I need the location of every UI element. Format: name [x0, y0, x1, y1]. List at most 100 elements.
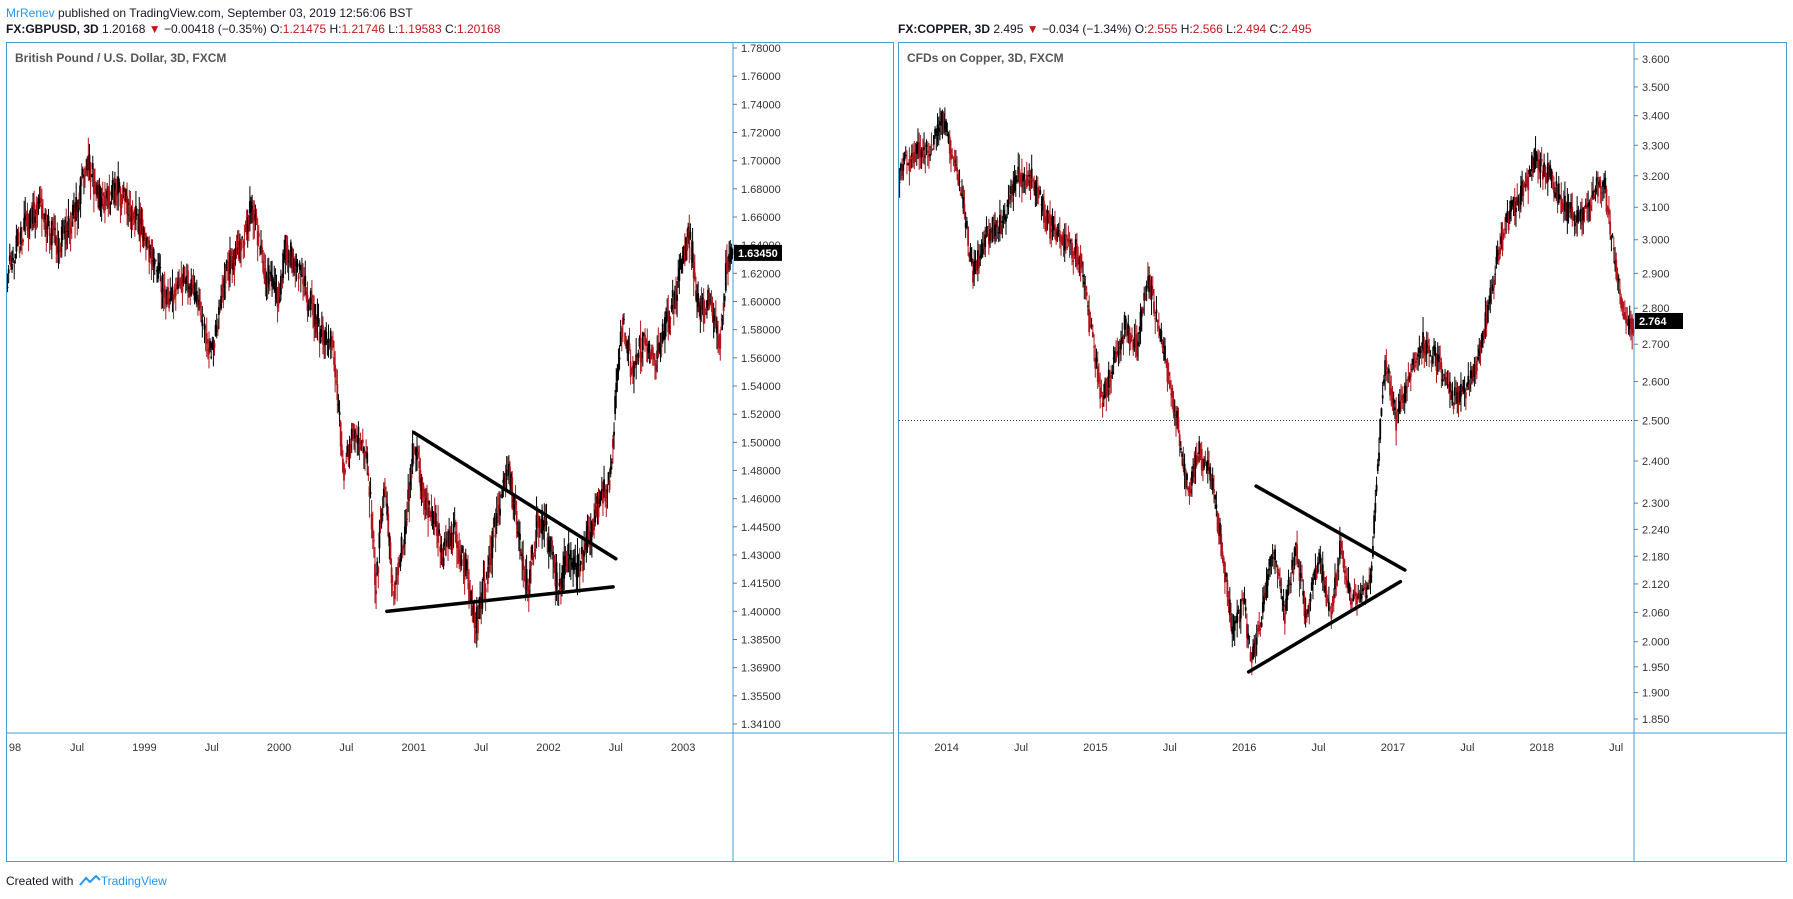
- symbol-left[interactable]: FX:GBPUSD, 3D: [6, 22, 99, 36]
- candle-body: [997, 232, 1000, 234]
- y-tick-label: 1.60000: [741, 297, 781, 309]
- y-tick-label: 1.43000: [741, 550, 781, 562]
- candle-body: [347, 452, 350, 461]
- candle-body: [1579, 209, 1582, 223]
- candle-body: [1323, 580, 1325, 592]
- chart-canvas-copper[interactable]: 3.600 3.500 3.400 3.300 3.200 3.100 3.000 2.900…: [899, 43, 1786, 861]
- candle-body: [1171, 387, 1174, 398]
- symbol-right[interactable]: FX:COPPER, 3D: [898, 22, 991, 36]
- candle-body: [305, 291, 308, 299]
- author-link[interactable]: MrRenev: [6, 6, 55, 20]
- candle-body: [697, 293, 700, 307]
- candle-body: [353, 424, 355, 440]
- candle-body: [1183, 463, 1186, 476]
- candle-body: [33, 202, 36, 226]
- candle-body: [229, 253, 231, 274]
- candle-body: [1438, 354, 1440, 362]
- candle-body: [1533, 149, 1536, 172]
- candle-body: [1139, 311, 1142, 331]
- candle-body: [587, 530, 590, 542]
- low-value-right: 2.494: [1236, 22, 1267, 36]
- candle-body: [243, 241, 246, 245]
- candle-body: [171, 286, 174, 299]
- chart-panel-gbpusd[interactable]: 1.78000 1.76000 1.74000 1.72000 1.70000 1.680…: [6, 42, 894, 862]
- candle-body: [1293, 547, 1296, 566]
- candle-body: [991, 217, 994, 234]
- candle-body: [325, 332, 328, 340]
- candle-body: [1488, 301, 1490, 305]
- candle-body: [1500, 236, 1503, 245]
- chart-panel-copper[interactable]: 3.600 3.500 3.400 3.300 3.200 3.100 3.000 2.900…: [898, 42, 1787, 862]
- candle-body: [354, 430, 356, 438]
- candle-body: [952, 156, 955, 158]
- candle-body: [224, 267, 227, 284]
- candle-body: [1143, 292, 1146, 301]
- candle-body: [1457, 390, 1460, 403]
- candle-body: [514, 501, 517, 506]
- close-label-right: C:: [1269, 22, 1282, 36]
- candle-body: [179, 278, 182, 289]
- candle-body: [166, 289, 168, 296]
- candle-body: [1368, 579, 1371, 584]
- candle-body: [1506, 211, 1509, 217]
- candle-body: [463, 556, 466, 580]
- candle-body: [422, 486, 425, 498]
- candle-body: [256, 230, 259, 246]
- candle-body: [402, 544, 405, 548]
- close-label-left: C:: [444, 22, 457, 36]
- candle-body: [1002, 209, 1005, 216]
- candle-body: [40, 204, 43, 219]
- candle-body: [1319, 554, 1322, 563]
- candle-body: [945, 120, 947, 132]
- candle-body: [1146, 276, 1149, 287]
- candle-body: [716, 326, 718, 334]
- candle-body: [1349, 597, 1352, 605]
- candle-body: [1062, 236, 1065, 246]
- candle-body: [291, 248, 293, 257]
- tradingview-brand-link[interactable]: TradingView: [100, 874, 167, 888]
- candle-body: [1496, 249, 1499, 258]
- candle-body: [411, 443, 414, 467]
- candle-body: [921, 147, 924, 151]
- candle-body: [563, 555, 566, 579]
- candle-body: [475, 606, 478, 633]
- candle-body: [340, 444, 343, 456]
- candle-body: [1252, 646, 1254, 659]
- chart-canvas-gbpusd[interactable]: 1.78000 1.76000 1.74000 1.72000 1.70000 1.680…: [7, 43, 893, 861]
- candle-body: [561, 572, 563, 589]
- candle-body: [618, 357, 621, 360]
- candle-body: [396, 580, 399, 582]
- candle-body: [1233, 620, 1236, 631]
- candle-body: [721, 319, 724, 321]
- candle-body: [137, 215, 140, 233]
- candle-body: [344, 469, 346, 473]
- candle-body: [1588, 202, 1591, 208]
- candle-body: [164, 291, 167, 305]
- candle-body: [553, 554, 556, 568]
- candle-body: [1620, 296, 1623, 308]
- candle-body: [994, 225, 996, 237]
- candle-body: [1046, 210, 1049, 224]
- candle-body: [330, 341, 333, 351]
- y-tick-label: 2.060: [1642, 607, 1670, 619]
- candle-body: [477, 620, 479, 634]
- candle-body: [1419, 349, 1422, 353]
- candle-body: [485, 571, 488, 578]
- candle-body: [236, 247, 239, 252]
- candle-body: [726, 260, 728, 271]
- candle-body: [540, 519, 542, 529]
- candle-body: [1257, 628, 1259, 632]
- candle-body: [1193, 463, 1196, 478]
- candle-body: [128, 202, 131, 206]
- candle-body: [956, 167, 958, 172]
- candle-body: [1341, 550, 1344, 559]
- y-tick-label: 2.000: [1642, 637, 1670, 649]
- candle-body: [1478, 348, 1481, 356]
- candle-body: [1281, 596, 1284, 600]
- candle-body: [1422, 332, 1424, 350]
- candle-body: [201, 320, 204, 326]
- candle-body: [625, 340, 628, 349]
- candle-body: [547, 540, 550, 553]
- candle-body: [565, 555, 568, 558]
- x-tick-label: 2015: [1083, 742, 1107, 754]
